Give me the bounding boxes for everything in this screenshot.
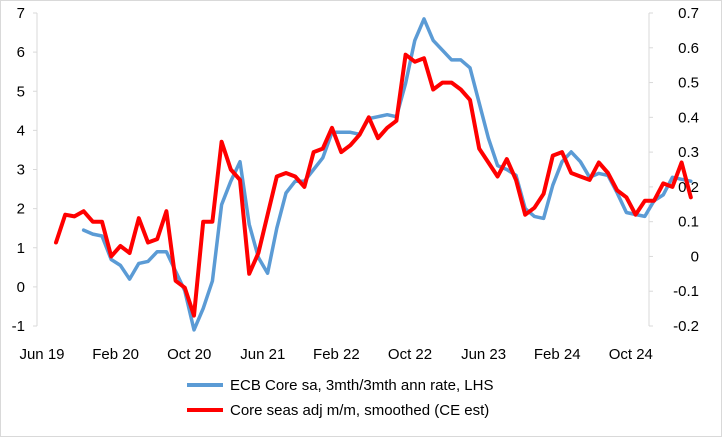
right-tick-label: 0.7 (678, 5, 699, 22)
series-lines (54, 17, 693, 332)
x-tick-label: Oct 22 (388, 346, 432, 363)
x-tick-label: Feb 22 (313, 346, 360, 363)
right-tick-label: 0.1 (678, 214, 699, 231)
x-tick-label: Jun 19 (19, 346, 64, 363)
left-tick-label: 5 (17, 83, 25, 100)
left-tick-label: 0 (17, 279, 25, 296)
axes: -101234567-0.2-0.100.10.20.30.40.50.60.7… (12, 5, 699, 363)
x-tick-label: Feb 20 (92, 346, 139, 363)
left-tick-label: 2 (17, 201, 25, 218)
series-line-ecb-core (81, 17, 693, 332)
left-tick-label: 1 (17, 240, 25, 257)
left-tick-label: -1 (12, 318, 25, 335)
right-tick-label: 0.5 (678, 75, 699, 92)
x-tick-label: Feb 24 (534, 346, 581, 363)
legend-label-ecb-core: ECB Core sa, 3mth/3mth ann rate, LHS (230, 377, 493, 394)
right-tick-label: 0.6 (678, 40, 699, 57)
x-tick-label: Jun 21 (240, 346, 285, 363)
x-tick-label: Jun 23 (461, 346, 506, 363)
right-tick-label: -0.1 (673, 283, 699, 300)
series-line-core-seas-adj (54, 52, 693, 318)
legend-label-core-seas-adj: Core seas adj m/m, smoothed (CE est) (230, 402, 489, 419)
x-tick-label: Oct 20 (167, 346, 211, 363)
legend: ECB Core sa, 3mth/3mth ann rate, LHS Cor… (187, 377, 493, 419)
right-tick-label: 0.4 (678, 109, 699, 126)
left-tick-label: 6 (17, 44, 25, 61)
left-tick-label: 7 (17, 5, 25, 22)
x-tick-label: Oct 24 (609, 346, 653, 363)
left-tick-label: 3 (17, 162, 25, 179)
right-tick-label: -0.2 (673, 318, 699, 335)
right-tick-label: 0 (691, 248, 699, 265)
right-tick-label: 0.3 (678, 144, 699, 161)
left-tick-label: 4 (17, 122, 25, 139)
